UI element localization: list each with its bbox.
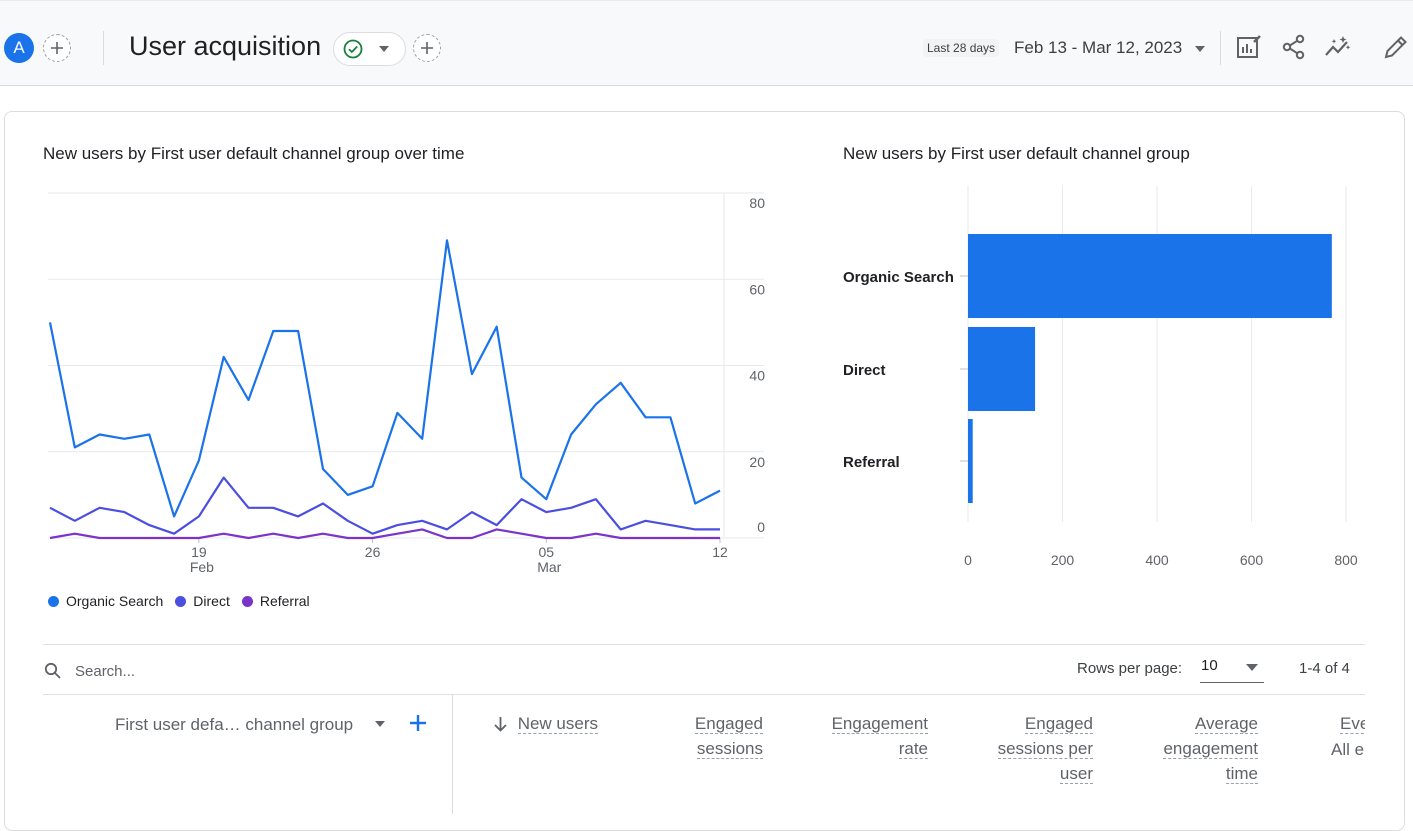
- metric-header-line: sessions: [696, 739, 763, 759]
- metric-header-line: time: [1225, 764, 1258, 784]
- legend-item-referral[interactable]: Referral: [241, 593, 310, 609]
- add-dimension-icon[interactable]: [409, 714, 427, 732]
- date-range-label[interactable]: Last 28 days: [923, 39, 1000, 57]
- metric-header-line: sessions per: [997, 739, 1093, 759]
- column-header-engaged-sessions[interactable]: Engaged sessions: [694, 711, 763, 761]
- section-divider: [43, 644, 1365, 645]
- page-title: User acquisition: [129, 31, 322, 61]
- dimension-chevron-icon[interactable]: [375, 721, 385, 727]
- x-tick-label: 600: [1240, 552, 1264, 568]
- x-tick-label: 0: [964, 552, 972, 568]
- y-tick-label: 80: [749, 195, 765, 211]
- date-range-value[interactable]: Feb 13 - Mar 12, 2023: [1014, 38, 1183, 57]
- rows-per-page-label: Rows per page:: [1077, 660, 1183, 677]
- column-header-engaged-sessions-per-user[interactable]: Engaged sessions per user: [997, 711, 1093, 786]
- y-tick-label: 20: [749, 454, 765, 470]
- date-range-chevron-icon[interactable]: [1195, 46, 1205, 52]
- line-chart-title: New users by First user default channel …: [43, 144, 465, 163]
- chevron-down-icon: [379, 46, 389, 52]
- bar-direct: [968, 327, 1036, 411]
- metric-header-line: Average: [1194, 714, 1258, 734]
- report-header: A User acquisition Last 28 days Feb 13 -…: [0, 0, 1413, 86]
- search-icon: [44, 662, 61, 679]
- legend-label: Direct: [193, 593, 230, 609]
- header-divider: [103, 31, 104, 65]
- pagination-status: 1-4 of 4: [1299, 660, 1350, 677]
- legend-dot: [48, 595, 59, 607]
- category-label: Referral: [843, 454, 900, 471]
- bar-chart: 0 200 400 600 800 Organic Search Direct Referra…: [843, 186, 1358, 568]
- legend-item-organic-search[interactable]: Organic Search: [48, 593, 163, 609]
- add-comparison-button[interactable]: [43, 34, 71, 62]
- dimension-column-header[interactable]: First user defa… channel group: [115, 715, 354, 734]
- metric-header-line: Engaged: [694, 714, 763, 734]
- y-tick-label: 40: [749, 368, 765, 384]
- legend-dot: [175, 595, 187, 607]
- column-header-event-count[interactable]: Eve: [1340, 711, 1365, 736]
- x-tick-month-label: Mar: [537, 559, 561, 575]
- legend-item-direct[interactable]: Direct: [175, 593, 230, 609]
- category-label: Direct: [843, 362, 886, 379]
- legend-label: Referral: [259, 593, 310, 609]
- column-header-new-users[interactable]: New users: [517, 711, 598, 736]
- legend-dot: [241, 595, 253, 607]
- rows-per-page-value: 10: [1201, 657, 1218, 674]
- category-label: Organic Search: [843, 269, 954, 286]
- customize-report-icon[interactable]: [1235, 33, 1263, 61]
- x-tick-label: 19: [191, 544, 207, 560]
- sort-descending-icon[interactable]: [493, 716, 508, 732]
- metric-header-line: New users: [517, 714, 598, 734]
- share-icon[interactable]: [1280, 33, 1308, 61]
- report-status-dropdown[interactable]: [333, 32, 406, 66]
- comparison-avatar[interactable]: A: [4, 33, 34, 63]
- insights-icon[interactable]: [1324, 33, 1352, 61]
- metric-header-line: user: [1059, 764, 1093, 784]
- chevron-down-icon: [1246, 664, 1258, 671]
- table-search-input[interactable]: [75, 660, 375, 682]
- add-card-button[interactable]: [413, 34, 441, 62]
- metric-header-line: engagement: [1163, 739, 1258, 759]
- edit-icon[interactable]: [1382, 33, 1410, 61]
- x-tick-label: 400: [1145, 552, 1169, 568]
- series-line-organic-search: [48, 239, 721, 518]
- x-tick-month-label: Feb: [190, 559, 214, 575]
- bar-organic-search: [968, 234, 1332, 318]
- metric-header-line: Engagement: [831, 714, 928, 734]
- table-header-divider: [43, 694, 1365, 695]
- rows-per-page-select[interactable]: 10: [1200, 656, 1264, 683]
- y-tick-label: 60: [749, 281, 765, 297]
- column-header-engagement-rate[interactable]: Engagement rate: [831, 711, 928, 761]
- bar-referral: [968, 419, 973, 503]
- add-icon: [421, 42, 433, 54]
- check-circle-icon: [343, 39, 363, 59]
- metric-header-line: Eve: [1340, 714, 1365, 734]
- y-tick-label: 0: [757, 519, 765, 535]
- x-tick-label: 26: [365, 544, 381, 560]
- bar-chart-title: New users by First user default channel …: [843, 144, 1190, 163]
- series-line-direct: [49, 476, 720, 535]
- series-line-referral: [49, 528, 720, 540]
- legend-label: Organic Search: [66, 593, 164, 609]
- column-header-average-engagement-time[interactable]: Average engagement time: [1163, 711, 1258, 786]
- x-tick-label: 12: [712, 544, 728, 560]
- metric-header-line: Engaged: [1024, 714, 1093, 734]
- event-count-subheader[interactable]: All e: [1331, 740, 1365, 759]
- line-chart-legend: Organic Search Direct Referral: [48, 593, 322, 609]
- header-divider: [1220, 31, 1221, 65]
- add-comparison-icon: [51, 42, 63, 54]
- x-tick-label: 800: [1334, 552, 1358, 568]
- column-divider: [452, 695, 453, 814]
- metric-header-line: rate: [898, 739, 928, 759]
- x-tick-label: 05: [539, 544, 555, 560]
- x-tick-label: 200: [1051, 552, 1075, 568]
